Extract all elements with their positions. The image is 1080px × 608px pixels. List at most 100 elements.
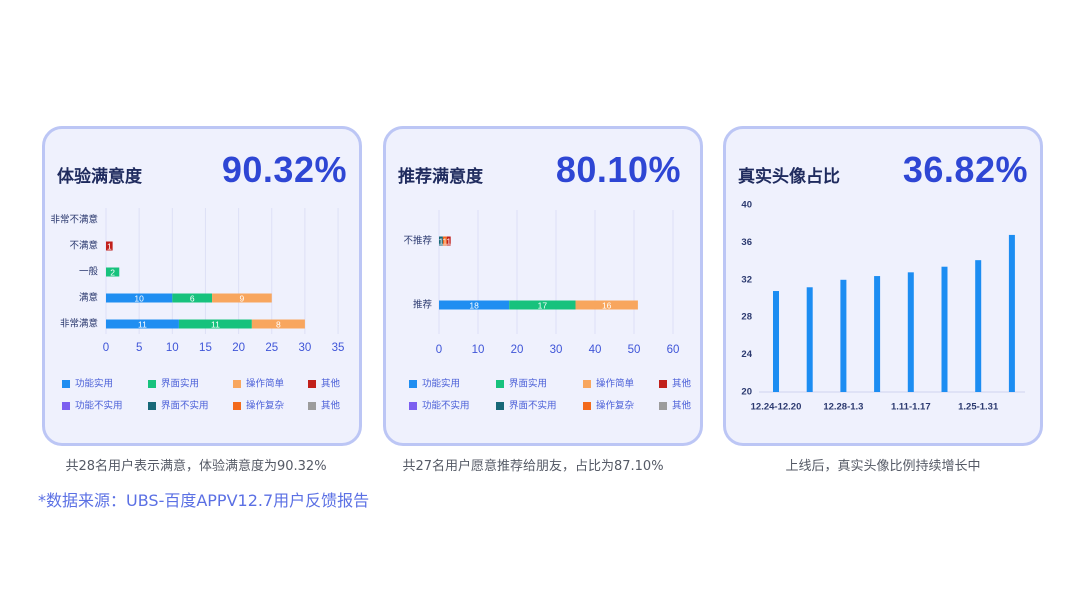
bar-segment bbox=[172, 293, 213, 303]
bar-value-label: 8 bbox=[276, 320, 281, 330]
bar-segment bbox=[446, 236, 451, 246]
data-source-note: *数据来源：UBS-百度APPV12.7用户反馈报告 bbox=[38, 491, 370, 510]
legend-item: 其他 bbox=[659, 378, 692, 390]
legend-label: 操作简单 bbox=[246, 378, 285, 390]
x-tick-label: 1.25-1.31 bbox=[958, 402, 999, 413]
bar bbox=[840, 279, 847, 392]
bar-value-label: 1 bbox=[107, 242, 112, 252]
legend-swatch bbox=[148, 380, 156, 388]
card-caption: 共27名用户愿意推荐给朋友，占比为87.10% bbox=[402, 459, 664, 474]
legend-item: 其他 bbox=[308, 378, 341, 390]
y-category-label: 非常不满意 bbox=[50, 214, 98, 226]
x-tick-label: 5 bbox=[136, 342, 142, 354]
x-tick-label: 10 bbox=[166, 342, 179, 354]
x-axis-ticks: 0 10 20 30 40 50 60 bbox=[436, 344, 680, 356]
bar bbox=[907, 272, 914, 392]
x-axis-ticks: 0 5 10 15 20 25 30 35 bbox=[103, 342, 345, 354]
legend-label: 其他 bbox=[672, 400, 692, 412]
legend-swatch bbox=[583, 380, 591, 388]
legend-item: 界面不实用 bbox=[148, 400, 209, 412]
legend-label: 界面不实用 bbox=[161, 400, 209, 412]
legend-item: 操作简单 bbox=[233, 378, 285, 390]
legend-label: 界面不实用 bbox=[509, 400, 557, 412]
x-tick-label: 0 bbox=[436, 344, 442, 356]
legend-swatch bbox=[148, 402, 156, 410]
x-tick-label: 25 bbox=[265, 342, 278, 354]
legend-item: 界面不实用 bbox=[496, 400, 557, 412]
bar-segment bbox=[575, 300, 638, 310]
legend-swatch bbox=[496, 402, 504, 410]
legend-item: 功能实用 bbox=[409, 378, 460, 390]
x-tick-label: 30 bbox=[550, 344, 563, 356]
x-tick-label: 35 bbox=[332, 342, 345, 354]
legend-item: 功能不实用 bbox=[409, 400, 470, 412]
bar-segment bbox=[439, 300, 510, 310]
y-category-label: 满意 bbox=[79, 292, 98, 304]
legend-label: 界面实用 bbox=[161, 378, 199, 390]
legend-swatch bbox=[233, 380, 241, 388]
bar-value-label: 18 bbox=[469, 301, 479, 311]
y-tick-label: 40 bbox=[741, 200, 752, 211]
x-tick-label: 10 bbox=[472, 344, 485, 356]
y-category-label: 非常满意 bbox=[60, 318, 98, 330]
legend-item: 界面实用 bbox=[496, 378, 547, 390]
stacked-bars bbox=[106, 241, 305, 329]
x-tick-label: 30 bbox=[299, 342, 312, 354]
real-avatar-ratio-card: 真实头像占比 36.82% 20 24 28 32 36 40 12.24-12.20 12.… bbox=[723, 126, 1043, 446]
legend-swatch bbox=[308, 380, 316, 388]
bar-value-label: 9 bbox=[240, 294, 245, 304]
bar-segment bbox=[106, 293, 173, 303]
legend-swatch bbox=[409, 402, 417, 410]
legend-label: 操作复杂 bbox=[246, 400, 285, 412]
bar-value-label: 6 bbox=[190, 294, 195, 304]
bar bbox=[1008, 234, 1015, 392]
legend-item: 操作复杂 bbox=[583, 400, 635, 412]
y-tick-label: 20 bbox=[741, 387, 752, 398]
bar-value-label: 1 bbox=[439, 237, 444, 247]
bar bbox=[773, 291, 779, 392]
legend-item: 操作复杂 bbox=[233, 400, 285, 412]
headline-percentage: 90.32% bbox=[221, 149, 347, 190]
bar-value-label: 11 bbox=[211, 320, 220, 330]
x-tick-label: 20 bbox=[511, 344, 524, 356]
bars bbox=[773, 234, 1015, 392]
x-tick-label: 12.24-12.20 bbox=[751, 402, 802, 413]
y-tick-label: 36 bbox=[741, 237, 752, 248]
x-tick-label: 20 bbox=[232, 342, 245, 354]
legend-swatch bbox=[62, 402, 70, 410]
bar-value-label: 11 bbox=[138, 320, 147, 330]
legend-swatch bbox=[308, 402, 316, 410]
x-tick-label: 40 bbox=[589, 344, 602, 356]
bar-value-label: 17 bbox=[538, 301, 548, 311]
bar bbox=[975, 260, 982, 392]
card-caption: 共28名用户表示满意，体验满意度为90.32% bbox=[65, 459, 327, 474]
legend-swatch bbox=[496, 380, 504, 388]
bar-segment bbox=[439, 236, 443, 246]
legend-label: 操作简单 bbox=[596, 378, 635, 390]
legend-item: 界面实用 bbox=[148, 378, 199, 390]
legend-swatch bbox=[659, 380, 667, 388]
headline-percentage: 80.10% bbox=[555, 149, 681, 190]
legend-swatch bbox=[583, 402, 591, 410]
y-category-label: 推荐 bbox=[413, 299, 433, 311]
card-title: 体验满意度 bbox=[57, 167, 142, 187]
legend-label: 界面实用 bbox=[509, 378, 547, 390]
legend-item: 其他 bbox=[659, 400, 692, 412]
x-axis-ticks: 12.24-12.20 12.28-1.3 1.11-1.17 1.25-1.31 bbox=[751, 402, 999, 413]
gridlines bbox=[105, 208, 339, 334]
bar-segment bbox=[106, 319, 179, 329]
bar-value-label: 10 bbox=[134, 294, 144, 304]
x-tick-label: 0 bbox=[103, 342, 109, 354]
legend-item: 其他 bbox=[308, 400, 341, 412]
bar-value-labels: 10 11 2 6 11 9 8 1 bbox=[107, 242, 281, 330]
real-avatar-ratio-bar-chart: 20 24 28 32 36 40 12.24-12.20 12.28-1.3 1.11-1.1… bbox=[741, 200, 1025, 413]
bar-segment bbox=[442, 236, 447, 246]
x-tick-label: 12.28-1.3 bbox=[823, 402, 863, 413]
card-title: 真实头像占比 bbox=[738, 167, 840, 187]
y-axis-ticks: 20 24 28 32 36 40 bbox=[741, 200, 752, 398]
